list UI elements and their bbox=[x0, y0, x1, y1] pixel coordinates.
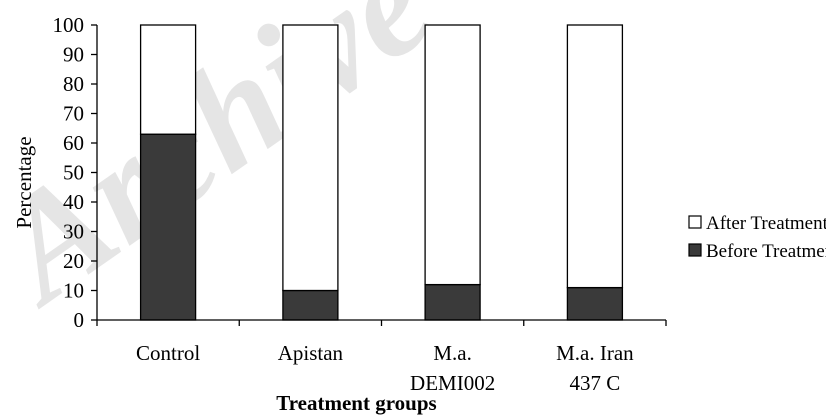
x-axis-title: Treatment groups bbox=[276, 391, 436, 415]
legend-swatch bbox=[688, 243, 702, 257]
bar-after-treatment-4 bbox=[566, 24, 624, 289]
bar-before-treatment-2 bbox=[282, 289, 339, 321]
x-category-label: Control bbox=[136, 341, 200, 365]
bars-layer bbox=[139, 24, 624, 321]
legend: After Treatment Before Treatment bbox=[688, 213, 826, 262]
x-category-label: DEMI002 bbox=[410, 371, 495, 395]
x-category-label: M.a. Iran bbox=[556, 341, 634, 365]
bar-before-treatment-1 bbox=[139, 133, 197, 321]
y-tick-label: 100 bbox=[53, 13, 85, 37]
y-tick-label: 50 bbox=[63, 161, 84, 185]
y-tick-label: 40 bbox=[63, 190, 84, 214]
y-tick-label: 10 bbox=[63, 279, 84, 303]
y-tick-label: 70 bbox=[63, 102, 84, 126]
y-axis-title: Percentage bbox=[12, 136, 36, 228]
y-tick-label: 90 bbox=[63, 43, 84, 67]
y-tick-label: 60 bbox=[63, 131, 84, 155]
x-category-label: Apistan bbox=[278, 341, 344, 365]
y-tick-label: 30 bbox=[63, 220, 84, 244]
bar-before-treatment-4 bbox=[566, 286, 624, 321]
x-category-label: M.a. bbox=[433, 341, 472, 365]
legend-label: Before Treatment bbox=[706, 241, 826, 262]
bar-after-treatment-2 bbox=[282, 24, 339, 292]
bar-after-treatment-3 bbox=[424, 24, 481, 286]
axes-layer bbox=[91, 24, 667, 326]
bar-before-treatment-3 bbox=[424, 283, 481, 321]
y-tick-label: 0 bbox=[74, 308, 85, 332]
x-category-label: 437 C bbox=[569, 371, 620, 395]
bar-after-treatment-1 bbox=[139, 24, 197, 135]
legend-label: After Treatment bbox=[706, 213, 826, 234]
labels-layer: 0 10 20 30 40 50 60 70 80 90 100 Control Apistan M.a.… bbox=[12, 13, 634, 415]
legend-swatch bbox=[688, 215, 702, 229]
y-tick-label: 80 bbox=[63, 72, 84, 96]
y-tick-label: 20 bbox=[63, 249, 84, 273]
